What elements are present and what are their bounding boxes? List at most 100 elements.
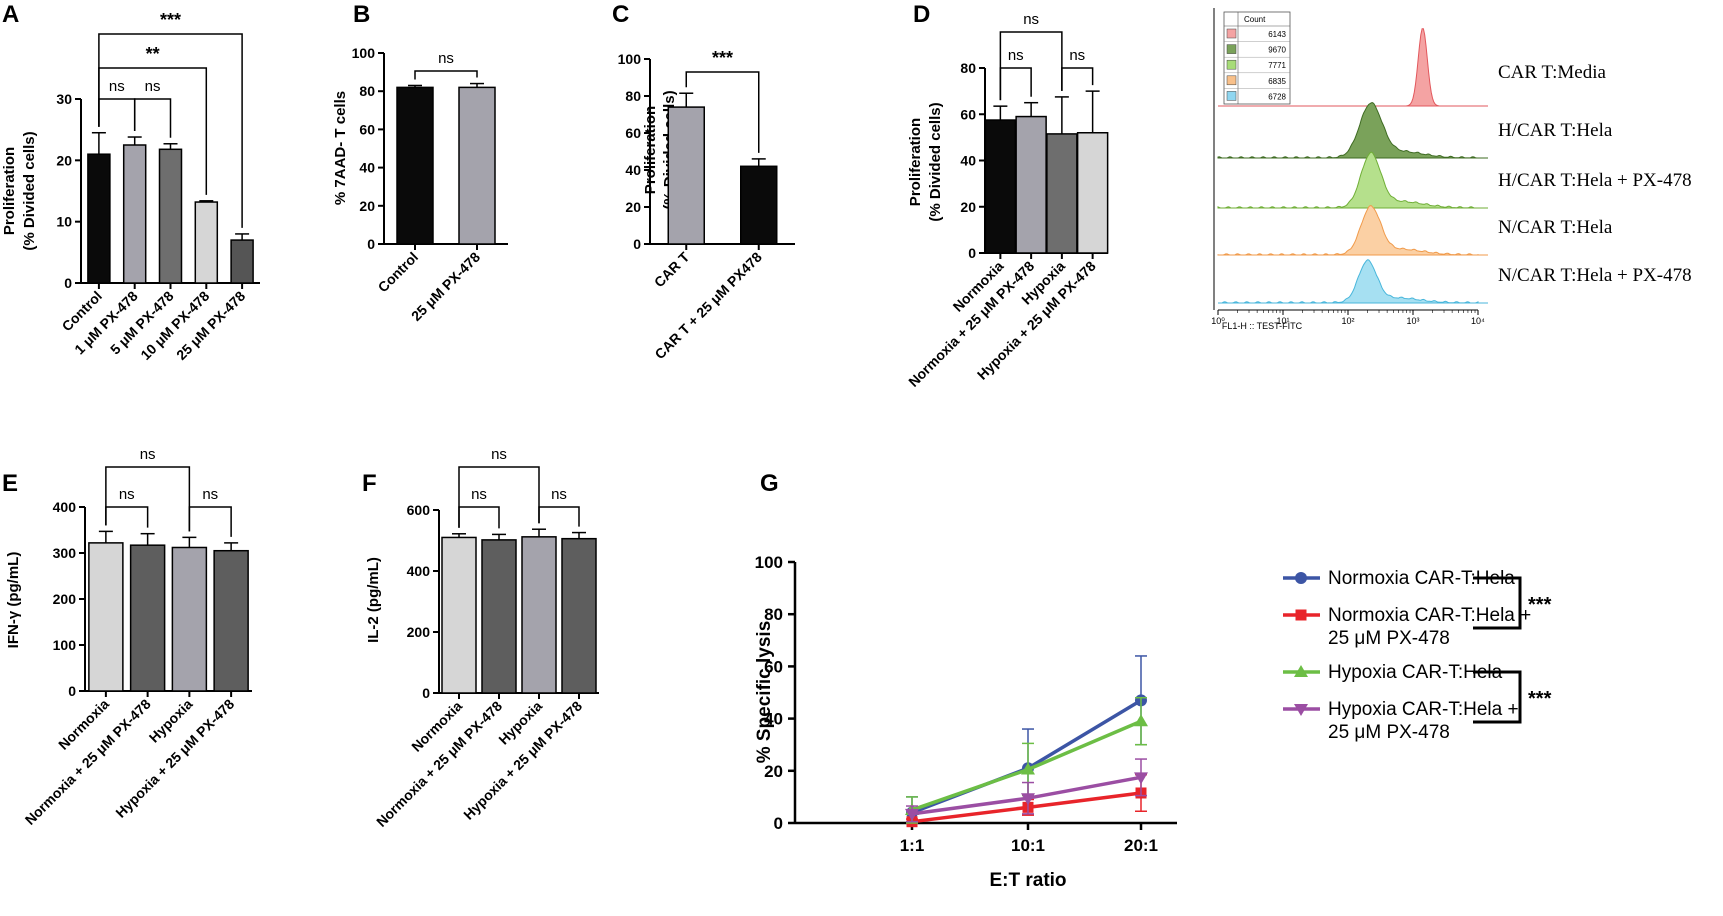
significance-label: ns [1069, 47, 1085, 64]
data-point [1294, 704, 1308, 716]
bar [561, 537, 597, 694]
significance-bracket [999, 31, 1063, 101]
panel-letter-e: E [2, 470, 18, 497]
bar [230, 239, 254, 284]
significance-label: ns [471, 486, 487, 503]
series-line [905, 696, 1148, 824]
histogram-curve [1217, 151, 1478, 209]
y-tick-label: 20 [359, 198, 375, 214]
table-count: 6728 [1268, 92, 1286, 101]
significance-bracket [538, 506, 580, 527]
significance-label: ns [1023, 11, 1039, 28]
data-point [1021, 762, 1035, 775]
legend-significance: *** [1528, 594, 1552, 616]
significance-bracket [98, 98, 136, 132]
table-swatch [1226, 59, 1237, 70]
y-tick-label: 40 [764, 710, 783, 729]
histogram-rows: CAR T:Media H/CAR T:Hela H/CAR T:Hela + PX… [1217, 28, 1692, 304]
y-tick-label: 60 [625, 125, 641, 141]
bar [458, 86, 496, 245]
y-tick-label: 40 [625, 162, 641, 178]
data-point [1295, 609, 1307, 621]
significance-bracket [98, 33, 243, 228]
y-tick-label: 20 [625, 199, 641, 215]
y-tick-label: 200 [407, 624, 431, 640]
y-tick-label: 60 [359, 121, 375, 137]
legend-label: 25 μM PX-478 [1328, 628, 1450, 649]
table-swatch [1226, 44, 1237, 54]
table-swatch [1226, 91, 1237, 101]
significance-bracket [105, 506, 149, 528]
bar [122, 144, 147, 284]
histogram-curve [1218, 28, 1478, 107]
significance-label: ns [109, 78, 125, 95]
bar [88, 542, 124, 692]
significance-bracket [133, 98, 172, 138]
x-tick-label: 20:1 [1124, 836, 1158, 855]
bar [481, 539, 517, 694]
bar [1015, 115, 1047, 254]
significance-label: ns [438, 50, 454, 67]
data-point [905, 808, 919, 821]
panel-letter-g: G [760, 470, 779, 497]
panel-letter-f: F [362, 470, 377, 497]
significance-label: *** [160, 10, 181, 30]
y-axis-title: Proliferation [642, 106, 659, 194]
table-count: 6143 [1268, 30, 1286, 39]
chart-g: 0 20 40 60 80 100 1:1 10:1 20:1 E:T ratio % Specif… [754, 553, 1177, 891]
panel-letter-a: A [2, 1, 19, 28]
y-tick-label: 100 [53, 637, 77, 653]
bar [213, 549, 249, 692]
y-tick-label: 0 [64, 275, 72, 291]
bar [171, 546, 208, 692]
legend-label: Hypoxia CAR-T:Hela + [1328, 699, 1519, 720]
flow-histogram: Count 6143 9670 7771 6835 6728 CAR T:Media H/… [1211, 8, 1692, 331]
table-count: 9670 [1268, 46, 1286, 55]
bar [129, 544, 166, 692]
significance-bracket [1061, 67, 1094, 91]
x-axis-title: E:T ratio [989, 870, 1066, 891]
x-tick-label: 1:1 [900, 836, 925, 855]
significance-bracket [458, 506, 500, 529]
y-tick-label: 400 [53, 499, 77, 515]
y-tick-label: 40 [960, 153, 976, 169]
histogram-curve [1218, 259, 1479, 304]
significance-bracket [414, 70, 478, 80]
table-count: 6835 [1268, 77, 1286, 86]
histogram-row-label: N/CAR T:Hela [1498, 217, 1613, 238]
significance-bracket [188, 506, 232, 537]
bar [396, 86, 434, 245]
bar [158, 148, 183, 284]
histogram-count-table: Count 6143 9670 7771 6835 6728 [1223, 11, 1291, 105]
y-tick-label: 0 [422, 685, 430, 701]
y-axis-title: % 7AAD- T cells [332, 91, 349, 205]
significance-label: ns [202, 486, 218, 503]
legend-bracket [1473, 576, 1522, 630]
y-axis-title: (% Divided cells) [21, 131, 38, 250]
bar [984, 119, 1017, 254]
panel-g-legend: Normoxia CAR-T:Hela Normoxia CAR-T:Hela +… [1283, 568, 1552, 743]
histogram-row: N/CAR T:Hela + PX-478 [1218, 259, 1692, 304]
bar [521, 536, 557, 694]
y-axis-title: (% Divided cells) [927, 102, 944, 221]
significance-label: ns [491, 446, 507, 463]
histogram-row-label: H/CAR T:Hela [1498, 120, 1613, 141]
legend-label: Normoxia CAR-T:Hela + [1328, 605, 1531, 626]
y-axis-title: IFN-γ (pg/mL) [5, 552, 22, 649]
y-axis-title: Proliferation [907, 118, 924, 206]
histogram-x-tick-label: 10⁴ [1471, 316, 1485, 326]
data-point [1294, 665, 1308, 677]
y-tick-label: 100 [618, 51, 642, 67]
y-tick-label: 100 [755, 553, 783, 572]
bar [441, 536, 477, 694]
data-point [1134, 772, 1148, 785]
y-axis-title: % Specific lysis [754, 621, 775, 764]
histogram-x-tick-label: 10⁰ [1211, 316, 1225, 326]
y-tick-label: 600 [407, 502, 431, 518]
category-label: Control [375, 249, 422, 296]
